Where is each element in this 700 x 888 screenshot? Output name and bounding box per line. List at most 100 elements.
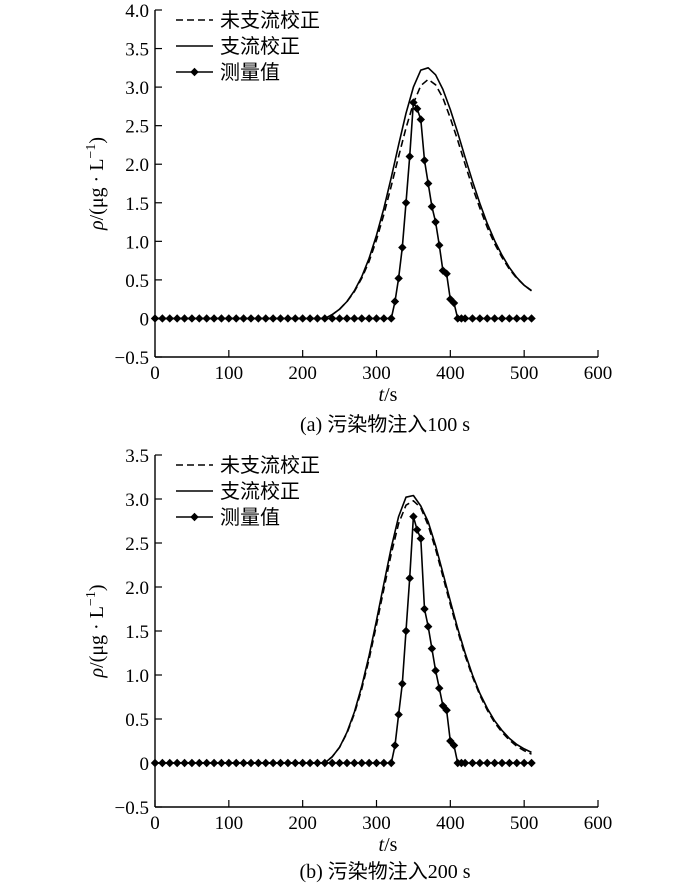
measured-point (379, 314, 389, 323)
measured-point (254, 314, 263, 323)
measured-point (401, 198, 411, 207)
y-axis-unit-exponent: −1 (84, 591, 99, 606)
y-tick-label: 0 (140, 754, 150, 775)
x-tick-label: 200 (288, 363, 317, 384)
measured-point (328, 758, 337, 768)
measured-point (427, 644, 437, 653)
measured-point (180, 758, 189, 768)
figure-caption: (a) 污染物注入100 s (300, 413, 470, 436)
y-tick-label: 3.5 (125, 446, 149, 467)
measured-point (390, 297, 400, 306)
measured-point (372, 758, 381, 768)
measured-point (291, 314, 300, 323)
y-axis-unit-exponent: −1 (84, 144, 99, 159)
measured-point (246, 314, 256, 323)
y-axis-variable: ρ (86, 668, 108, 679)
measured-point (527, 758, 536, 768)
measured-point (357, 314, 366, 323)
measured-point (475, 314, 485, 323)
measured-point (202, 758, 211, 768)
x-tick-label: 100 (215, 813, 244, 834)
measured-point (217, 314, 226, 323)
measured-point (409, 512, 418, 521)
measured-point (409, 98, 418, 107)
x-axis-variable: t (379, 834, 385, 856)
x-tick-label: 600 (584, 363, 613, 384)
measured-point (398, 243, 407, 252)
measured-point (416, 115, 425, 124)
measured-point (394, 274, 403, 283)
legend-label-1: 未支流校正 (220, 453, 320, 477)
y-axis-label: ρ/(μg · L−1) (84, 137, 108, 231)
measured-point (305, 758, 315, 768)
x-tick-label: 200 (288, 813, 317, 834)
measured-point (187, 758, 197, 768)
measured-point (505, 758, 514, 768)
measured-point (394, 710, 403, 719)
measured-point (313, 314, 322, 323)
x-tick-label: 300 (362, 813, 391, 834)
measured-point (268, 758, 278, 768)
y-tick-label: −0.5 (115, 798, 149, 819)
measured-point (512, 314, 521, 323)
measured-point (254, 758, 263, 768)
y-axis-unit: /(μg · L (86, 159, 108, 221)
series-line-1 (155, 499, 532, 764)
figure-caption: (b) 污染物注入200 s (299, 860, 470, 883)
x-axis-variable: t (379, 384, 385, 406)
measured-point (320, 758, 330, 768)
measured-point (442, 706, 451, 715)
measured-point (172, 758, 182, 768)
measured-point (527, 314, 536, 323)
y-tick-label: 3.0 (125, 78, 149, 99)
x-tick-label: 500 (510, 363, 539, 384)
measured-point (401, 626, 411, 636)
x-axis-label: t/s (379, 384, 398, 406)
measured-point (405, 574, 414, 583)
measured-point (298, 758, 307, 768)
measured-point (468, 758, 477, 768)
measured-point (202, 314, 211, 323)
measured-point (519, 758, 529, 768)
measured-point (224, 314, 234, 323)
series-line-3 (155, 101, 532, 320)
measured-point (320, 314, 330, 323)
x-tick-label: 300 (362, 363, 391, 384)
measured-point (172, 314, 182, 323)
measured-point (379, 758, 389, 768)
legend-label-2: 支流校正 (220, 479, 300, 503)
plot-b: 0 100 200 300 400 500 600−0.500.51.01.52.02.53… (84, 446, 612, 883)
measured-point (412, 104, 422, 113)
y-tick-label: 0 (140, 309, 150, 330)
measured-point (232, 758, 241, 768)
measured-point (420, 604, 429, 614)
measured-point (305, 314, 315, 323)
measured-point (298, 314, 307, 323)
measured-point (497, 314, 507, 323)
measured-point (423, 622, 433, 631)
y-axis-unit-close: ) (86, 584, 108, 591)
measured-point (195, 314, 204, 323)
measured-point (412, 525, 422, 534)
measured-point (427, 202, 437, 211)
measured-point (328, 314, 337, 323)
measured-point (460, 758, 470, 768)
measured-point (350, 758, 359, 768)
y-axis-label: ρ/(μg · L−1) (84, 584, 108, 678)
measured-point (423, 179, 433, 188)
measured-point (276, 758, 285, 768)
y-axis-variable: ρ (86, 220, 108, 231)
x-axis-unit: /s (384, 834, 398, 856)
measured-point (187, 314, 197, 323)
legend-marker (190, 67, 199, 77)
measured-point (483, 758, 492, 768)
measured-point (449, 298, 459, 308)
measured-point (342, 314, 352, 323)
y-tick-label: 2.5 (125, 534, 149, 555)
series-line-1 (155, 78, 532, 320)
series-line-2 (155, 67, 532, 320)
x-tick-label: 0 (150, 363, 160, 384)
measured-point (364, 314, 374, 323)
measured-point (490, 758, 499, 768)
y-tick-label: 3.5 (125, 40, 149, 61)
